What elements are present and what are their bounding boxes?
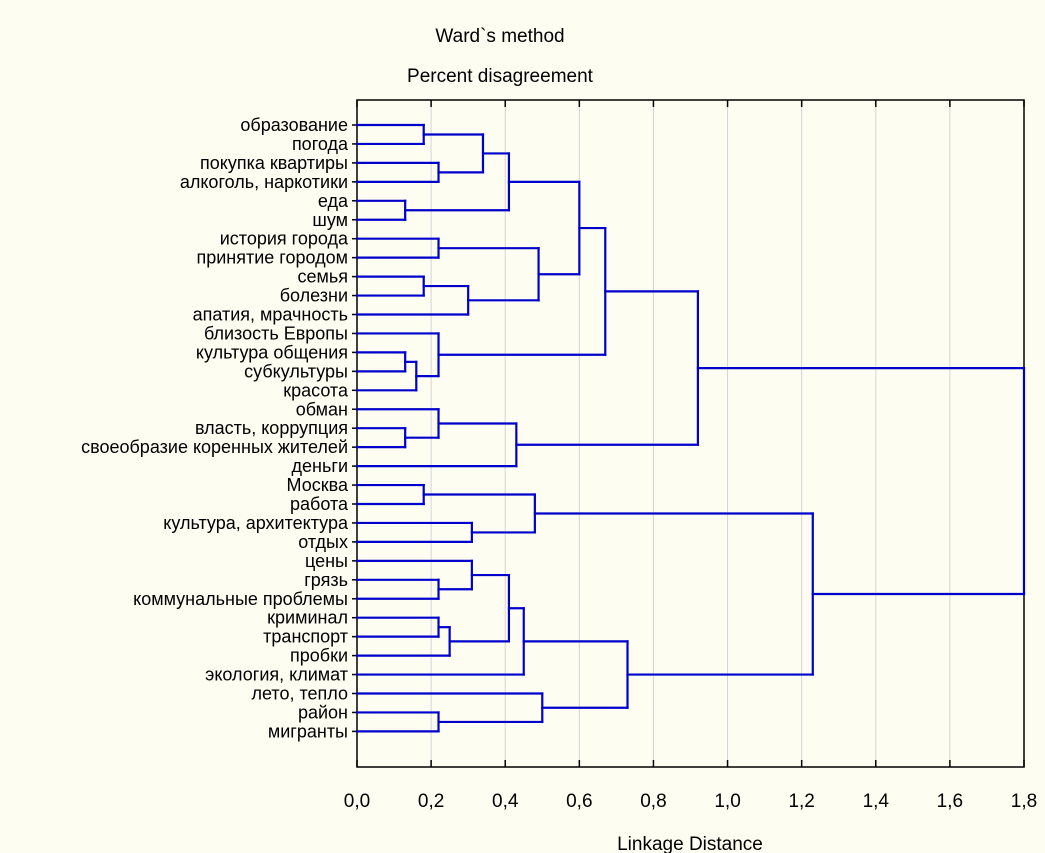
x-axis-ticks: 0,0 0,2 0,4 0,6 0,8 1,0 1,2 1,4 1,6 1,8 [344, 100, 1037, 812]
leaf-label: образование [240, 115, 348, 135]
leaf-label: транспорт [263, 627, 348, 647]
dendrogram-links [355, 123, 1026, 733]
x-tick-label: 1,8 [1011, 791, 1037, 812]
leaf-label: алкоголь, наркотики [180, 172, 348, 192]
leaf-label: культура общения [196, 342, 348, 362]
leaf-label: апатия, мрачность [193, 305, 348, 325]
chart-subtitle: Percent disagreement [407, 66, 594, 87]
leaf-label: район [298, 702, 348, 722]
leaf-label: лето, тепло [252, 684, 349, 704]
x-tick-label: 0,4 [492, 791, 519, 812]
leaf-label: красота [283, 380, 349, 400]
leaf-label: семья [297, 267, 348, 287]
x-tick-label: 0,8 [640, 791, 666, 812]
leaf-label: обман [296, 399, 348, 419]
leaf-label: Москва [287, 475, 349, 495]
plot-frame [356, 99, 1025, 768]
x-tick-label: 1,2 [788, 791, 814, 812]
leaf-label: принятие городом [196, 248, 348, 268]
leaf-label: еда [318, 191, 349, 211]
leaf-label: отдых [298, 532, 348, 552]
x-axis-title: Linkage Distance [617, 834, 763, 853]
chart-title: Ward`s method [435, 26, 564, 47]
leaf-label: цены [305, 551, 348, 571]
leaf-label: близость Европы [204, 323, 348, 343]
leaf-label: мигранты [268, 721, 348, 741]
leaf-label: криминал [267, 608, 348, 628]
leaf-label: субкультуры [244, 361, 348, 381]
x-tick-label: 1,4 [863, 791, 890, 812]
leaf-label: погода [292, 134, 349, 154]
leaf-label: коммунальные проблемы [133, 589, 348, 609]
leaf-label: своеобразие коренных жителей [81, 437, 348, 457]
leaf-label: культура, архитектура [163, 513, 349, 533]
x-tick-label: 0,2 [418, 791, 444, 812]
x-tick-label: 1,6 [937, 791, 963, 812]
leaf-label: история города [220, 229, 349, 249]
x-tick-label: 0,0 [344, 791, 370, 812]
leaf-label: власть, коррупция [195, 418, 348, 438]
leaf-label: работа [290, 494, 349, 514]
leaf-label: пробки [290, 646, 348, 666]
x-tick-label: 0,6 [566, 791, 592, 812]
leaf-label: экология, климат [205, 665, 348, 685]
leaf-label: покупка квартиры [200, 153, 348, 173]
leaf-label: шум [312, 210, 348, 230]
leaf-label: деньги [292, 456, 348, 476]
leaf-label: болезни [280, 286, 348, 306]
leaf-label: грязь [304, 570, 348, 590]
x-tick-label: 1,0 [714, 791, 740, 812]
